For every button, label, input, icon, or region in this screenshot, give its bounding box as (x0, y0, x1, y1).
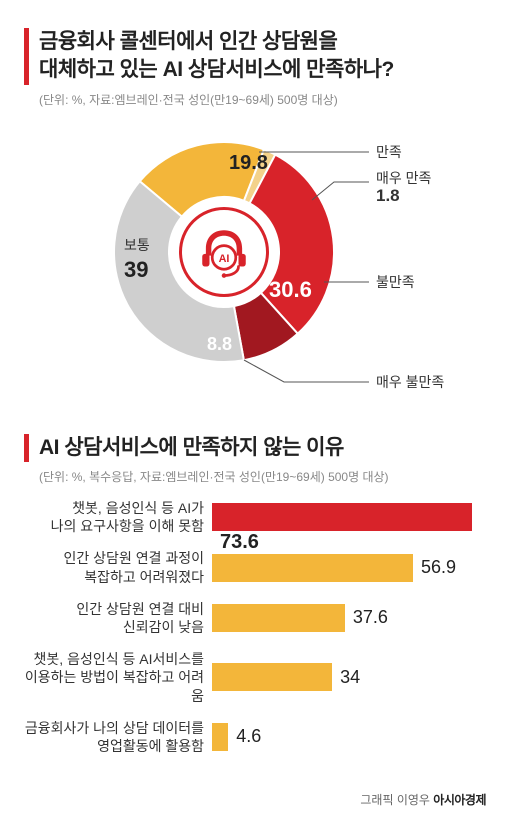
bar-label: 챗봇, 음성인식 등 AI서비스를이용하는 방법이 복잡하고 어려움 (24, 650, 212, 705)
donut-value-very-satisfied: 1.8 (376, 186, 400, 205)
bar-label-l2: 나의 요구사항을 이해 못함 (51, 518, 204, 534)
bar-row: 인간 상담원 연결 과정이복잡하고 어려워졌다 56.9 (24, 549, 486, 585)
bar-label-l1: 금융회사가 나의 상담 데이터를 (25, 720, 204, 736)
bar-fill (212, 604, 345, 632)
credit-prefix: 그래픽 이영우 (360, 793, 430, 807)
bar-row: 인간 상담원 연결 대비신뢰감이 낮음 37.6 (24, 600, 486, 636)
bar-row: 금융회사가 나의 상담 데이터를영업활동에 활용함 4.6 (24, 719, 486, 755)
section2-title: AI 상담서비스에 만족하지 않는 이유 (39, 434, 486, 462)
donut-label-very-dissatisfied: 매우 불만족 (376, 374, 444, 391)
donut-chart: AI 19.8 30.6 8.8 39 만족 매우 만족 1.8 불만족 매우 … (24, 122, 486, 412)
donut-label-very-satisfied-text: 매우 만족 (376, 170, 431, 186)
bar-label-l2: 복잡하고 어려워졌다 (84, 569, 204, 585)
bar-label: 인간 상담원 연결 과정이복잡하고 어려워졌다 (24, 549, 212, 585)
bar-label: 챗봇, 음성인식 등 AI가나의 요구사항을 이해 못함 (24, 499, 212, 535)
section2: AI 상담서비스에 만족하지 않는 이유 (단위: %, 복수응답, 자료:엠브… (24, 434, 486, 755)
bar-fill (212, 503, 472, 531)
bar-value: 4.6 (236, 726, 261, 747)
donut-label-very-satisfied: 매우 만족 1.8 (376, 170, 431, 207)
bar-label-l2: 영업활동에 활용함 (97, 738, 204, 754)
bar-value: 37.6 (353, 607, 388, 628)
bar-row: 챗봇, 음성인식 등 AI가나의 요구사항을 이해 못함73.6 (24, 499, 486, 535)
donut-label-dissatisfied: 불만족 (376, 274, 415, 291)
bar-label: 인간 상담원 연결 대비신뢰감이 낮음 (24, 600, 212, 636)
donut-value-very-dissatisfied: 8.8 (207, 334, 232, 355)
footer-credit: 그래픽 이영우 아시아경제 (360, 791, 486, 808)
bar-track: 37.6 (212, 604, 486, 632)
section1-title-block: 금융회사 콜센터에서 인간 상담원을 대체하고 있는 AI 상담서비스에 만족하… (24, 28, 486, 85)
bar-value: 73.6 (220, 531, 259, 554)
donut-label-satisfied: 만족 (376, 144, 402, 161)
donut-value-satisfied: 19.8 (229, 152, 268, 175)
bar-row: 챗봇, 음성인식 등 AI서비스를이용하는 방법이 복잡하고 어려움 34 (24, 650, 486, 705)
section1-title-line2: 대체하고 있는 AI 상담서비스에 만족하나? (39, 58, 394, 81)
donut-label-neutral: 보통 (124, 237, 150, 254)
bar-track: 73.6 (212, 503, 486, 531)
bar-fill (212, 663, 332, 691)
section2-title-block: AI 상담서비스에 만족하지 않는 이유 (24, 434, 486, 462)
donut-value-neutral: 39 (124, 257, 148, 283)
bar-track: 56.9 (212, 554, 486, 582)
bar-label-l2: 이용하는 방법이 복잡하고 어려움 (25, 669, 204, 703)
section1-title-line1: 금융회사 콜센터에서 인간 상담원을 (39, 30, 337, 53)
donut-value-dissatisfied: 30.6 (269, 277, 312, 303)
bar-label-l1: 챗봇, 음성인식 등 AI가 (72, 500, 204, 516)
credit-brand: 아시아경제 (433, 793, 486, 807)
bar-label-l1: 챗봇, 음성인식 등 AI서비스를 (34, 651, 204, 667)
bar-fill (212, 723, 228, 751)
bar-label-l1: 인간 상담원 연결 대비 (76, 601, 204, 617)
bar-label-l1: 인간 상담원 연결 과정이 (64, 550, 204, 566)
section1-subtitle: (단위: %, 자료:엠브레인·전국 성인(만19~69세) 500명 대상) (39, 91, 486, 108)
bar-label: 금융회사가 나의 상담 데이터를영업활동에 활용함 (24, 719, 212, 755)
section2-subtitle: (단위: %, 복수응답, 자료:엠브레인·전국 성인(만19~69세) 500… (39, 468, 486, 485)
section1-title: 금융회사 콜센터에서 인간 상담원을 대체하고 있는 AI 상담서비스에 만족하… (39, 28, 486, 85)
bar-value: 56.9 (421, 557, 456, 578)
bar-chart: 챗봇, 음성인식 등 AI가나의 요구사항을 이해 못함73.6인간 상담원 연… (24, 499, 486, 755)
bar-label-l2: 신뢰감이 낮음 (123, 619, 204, 635)
bar-track: 34 (212, 663, 486, 691)
bar-value: 34 (340, 667, 360, 688)
bar-track: 4.6 (212, 723, 486, 751)
bar-fill (212, 554, 413, 582)
